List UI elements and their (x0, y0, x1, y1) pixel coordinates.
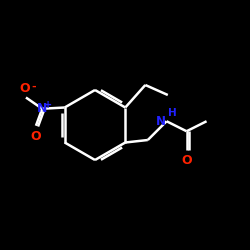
Text: N: N (37, 102, 48, 115)
Text: O: O (31, 130, 41, 143)
Text: O: O (181, 154, 192, 168)
Text: -: - (31, 81, 36, 91)
Text: O: O (20, 82, 30, 95)
Text: N: N (156, 115, 166, 128)
Text: H: H (168, 108, 176, 118)
Text: +: + (44, 100, 52, 110)
